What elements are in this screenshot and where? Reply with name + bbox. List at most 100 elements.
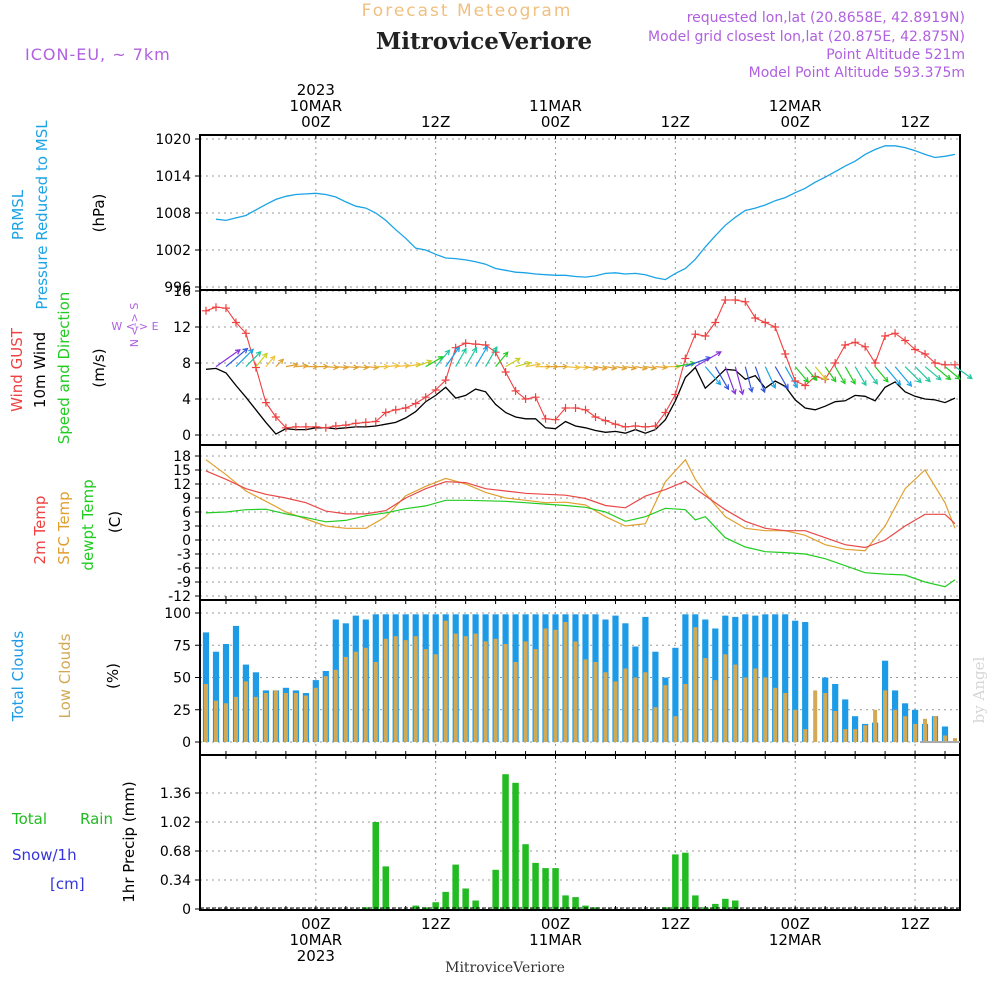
rain-bar (492, 869, 499, 909)
wind-direction-arrow (774, 366, 789, 390)
total-cloud-bar (682, 614, 689, 742)
low-cloud-bar (833, 711, 838, 742)
wind-direction-arrow (385, 362, 401, 369)
low-cloud-bar (753, 668, 758, 742)
wind-gust-marker (771, 323, 780, 331)
wind-direction-arrow (445, 346, 461, 367)
wind-gust-marker (581, 405, 590, 414)
low-cloud-bar (463, 636, 468, 742)
rain-bar (472, 900, 479, 909)
low-cloud-bar (813, 690, 818, 742)
rain-bar (442, 891, 449, 909)
rain-bar (672, 854, 679, 909)
wind-direction-arrow (754, 366, 766, 394)
low-cloud-bar (234, 696, 238, 742)
total-cloud-bar (792, 620, 799, 742)
wind-direction-arrow (834, 366, 846, 385)
pressure-label-a: PRMSL (9, 189, 27, 240)
wind-gust-marker (461, 339, 470, 348)
low-cloud-bar (483, 641, 488, 742)
wind-unit: (m/s) (90, 348, 108, 387)
wind-direction-arrow (954, 366, 973, 380)
wind-direction-arrow (605, 364, 618, 371)
low-cloud-bar (853, 729, 858, 742)
low-cloud-bar (293, 693, 298, 742)
wind-direction-arrow (235, 348, 254, 368)
bottom-time-label: 12MAR (769, 931, 822, 949)
wind-gust-marker (691, 330, 700, 339)
wind-gust-marker (891, 329, 900, 338)
low-cloud-bar (224, 703, 228, 742)
wind-gust-marker (951, 360, 960, 369)
pressure-line (215, 145, 956, 281)
wind-direction-arrow (894, 366, 913, 387)
low-cloud-bar (643, 672, 648, 742)
pressure-ytick-label: 1002 (155, 243, 191, 259)
wind-labels: Wind GUST 10m Wind Speed and Direction (… (8, 292, 159, 445)
rain-bar (502, 774, 509, 909)
wind-gust-marker (711, 318, 720, 327)
temp-label-c: dewpt Temp (79, 479, 97, 570)
wind-gust-marker (651, 422, 660, 430)
temperature-ytick-label: 0 (182, 533, 191, 549)
t2m-temp-line (205, 470, 956, 549)
wind-direction-arrow (914, 366, 931, 383)
wind-gust-marker (341, 421, 350, 430)
low-cloud-bar (743, 677, 748, 742)
wind-gust-marker (211, 303, 220, 312)
wind-gust-marker (521, 395, 530, 403)
low-cloud-bar (303, 695, 308, 742)
low-cloud-bar (413, 636, 418, 742)
low-cloud-bar (543, 628, 548, 742)
wind-direction-arrow (295, 363, 309, 369)
low-cloud-bar (703, 658, 708, 742)
low-cloud-bar (623, 668, 628, 742)
wind-gust-marker (871, 359, 880, 367)
low-cloud-bar (913, 723, 918, 742)
low-cloud-bar (473, 633, 478, 742)
wind-gust-marker (571, 404, 580, 412)
low-cloud-bar (333, 669, 338, 742)
temperature-ytick-label: -12 (168, 589, 191, 605)
wind-direction-arrow (854, 366, 867, 387)
pressure-ytick-label: 1014 (155, 169, 191, 185)
low-cloud-bar (733, 664, 738, 742)
wind-speed-line (205, 366, 956, 435)
wind-gust-marker (941, 360, 950, 369)
bottom-time-label: 11MAR (529, 931, 582, 949)
rain-bar (562, 895, 569, 909)
total-cloud-bar (782, 614, 789, 742)
wind-direction-arrow (695, 351, 722, 368)
wind-gust-marker (381, 408, 390, 417)
low-cloud-bar (433, 654, 438, 742)
precip-ytick-label: 0.34 (160, 873, 191, 889)
cloud-label-a: Total Clouds (9, 631, 27, 723)
wind-direction-arrow (714, 366, 730, 391)
requested-coords: requested lon,lat (20.8658E, 42.8919N) (687, 10, 965, 26)
wind-direction-arrow (704, 366, 722, 386)
watermark: by Angel (970, 656, 988, 723)
wind-direction-arrow (565, 364, 581, 371)
closest-coords: Model grid closest lon,lat (20.875E, 42.… (648, 29, 965, 45)
footer-location: MitroviceVeriore (445, 960, 565, 976)
wind-direction-arrow (625, 364, 638, 371)
rain-bar (542, 868, 549, 909)
low-cloud-bar (683, 684, 688, 742)
wind-gust-marker (511, 386, 520, 395)
total-cloud-bar (612, 615, 619, 742)
wind-direction-arrow (435, 349, 451, 367)
wind-direction-arrow (215, 349, 241, 368)
low-cloud-bar (723, 654, 728, 742)
low-cloud-bar (443, 620, 448, 742)
low-cloud-bar (783, 693, 788, 742)
low-cloud-bar (243, 681, 248, 742)
wind-gust-marker (851, 338, 860, 347)
wind-direction-arrow (475, 345, 488, 367)
low-cloud-bar (403, 640, 408, 742)
wind-gust-marker (761, 318, 770, 327)
wind-direction-arrow (874, 366, 889, 383)
wind-direction-arrow (764, 366, 777, 390)
low-cloud-bar (933, 716, 937, 742)
clouds-ytick-label: 0 (182, 735, 191, 751)
rain-bar (582, 905, 589, 909)
